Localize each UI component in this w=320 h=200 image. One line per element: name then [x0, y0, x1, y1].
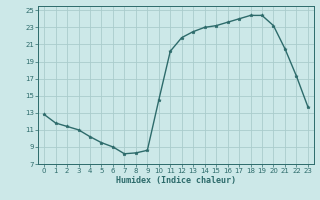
X-axis label: Humidex (Indice chaleur): Humidex (Indice chaleur) — [116, 176, 236, 185]
